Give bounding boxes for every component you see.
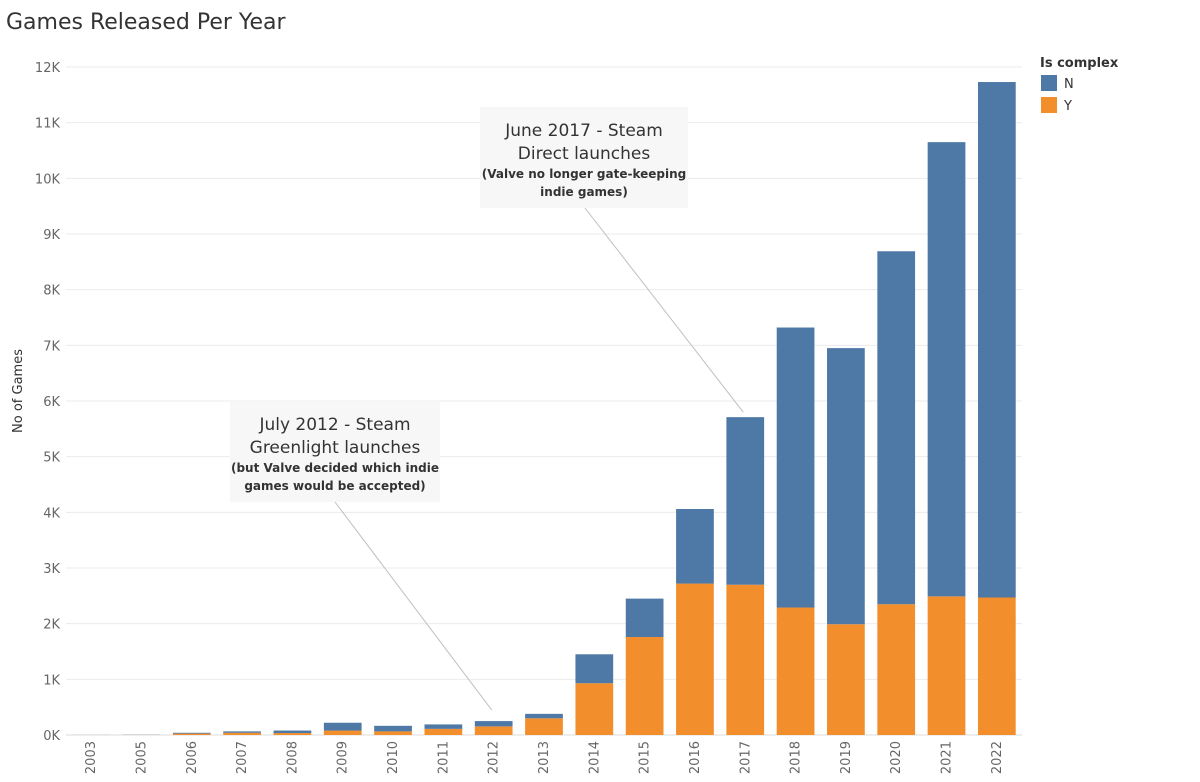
- legend-label-N: N: [1064, 77, 1074, 92]
- y-axis-label: No of Games: [11, 349, 26, 433]
- annotation-note: (Valve no longer gate-keeping: [482, 167, 686, 181]
- legend-label-Y: Y: [1063, 99, 1072, 114]
- bar-N-2009: [323, 722, 362, 731]
- bar-N-2016: [676, 508, 714, 584]
- bar-Y-2007: [223, 732, 261, 735]
- annotation-box: [230, 401, 440, 502]
- annotation-note: indie games): [540, 185, 628, 199]
- annotations: June 2017 - Steam Direct launches (Valve n…: [230, 107, 744, 711]
- annotation-title: July 2012 - Steam: [258, 415, 410, 435]
- bar-Y-2017: [726, 584, 765, 735]
- bar-Y-2014: [575, 683, 614, 735]
- bar-N-2014: [575, 654, 614, 684]
- annotation-leader-line: [584, 207, 744, 413]
- y-tick-label: 9K: [43, 228, 60, 243]
- bar-N-2021: [927, 142, 966, 597]
- bar-Y-2020: [877, 604, 916, 735]
- y-tick-label: 2K: [43, 618, 60, 633]
- bar-N-2022: [977, 82, 1016, 598]
- y-tick-label: 12K: [35, 61, 61, 76]
- y-tick-label: 0K: [43, 729, 60, 744]
- x-tick-label: 2011: [436, 741, 451, 774]
- y-tick-label: 4K: [43, 506, 60, 521]
- y-tick-label: 11K: [35, 117, 61, 132]
- x-tick-label: 2013: [537, 741, 552, 774]
- bar-Y-2015: [625, 637, 664, 735]
- bar-N-2008: [273, 730, 312, 734]
- x-tick-label: 2012: [487, 741, 502, 774]
- bar-N-2013: [525, 713, 563, 719]
- y-axis: 0K 1K 2K 3K 4K 5K 6K 7K 8K 9K 10K 11K 12K: [35, 61, 61, 744]
- bar-Y-2021: [927, 596, 966, 735]
- x-axis: 2003 2005 2006 2007 2008 2009 2010 2011 2012 2013…: [84, 741, 1005, 774]
- bar-Y-2018: [776, 607, 815, 735]
- x-tick-label: 2019: [839, 741, 854, 774]
- bar-Y-2009: [323, 730, 362, 735]
- bar-Y-2013: [525, 718, 563, 735]
- bars: [72, 82, 1016, 735]
- chart-title: Games Released Per Year: [6, 10, 286, 35]
- y-tick-label: 5K: [43, 451, 60, 466]
- x-tick-label: 2014: [587, 741, 602, 774]
- bar-N-2007: [223, 731, 261, 733]
- x-tick-label: 2018: [789, 741, 804, 774]
- bar-N-2010: [374, 725, 412, 732]
- annotation-title: Direct launches: [518, 144, 651, 164]
- legend: Is complex NY: [1040, 56, 1119, 114]
- x-tick-label: 2017: [738, 741, 753, 774]
- x-tick-label: 2009: [336, 741, 351, 774]
- bar-Y-2011: [424, 728, 463, 735]
- bar-Y-2016: [676, 583, 714, 735]
- x-tick-label: 2003: [84, 741, 99, 774]
- bar-N-2020: [877, 251, 916, 605]
- x-tick-label: 2020: [889, 741, 904, 774]
- annotation-title: Greenlight launches: [250, 438, 421, 458]
- x-tick-label: 2022: [990, 741, 1005, 774]
- bar-Y-2008: [273, 733, 312, 735]
- bar-N-2019: [827, 348, 865, 625]
- legend-swatch-Y: [1041, 97, 1057, 113]
- bar-Y-2010: [374, 731, 412, 735]
- x-tick-label: 2008: [285, 741, 300, 774]
- annotation-leader-line: [334, 501, 493, 711]
- bar-N-2012: [474, 721, 513, 727]
- y-tick-label: 6K: [43, 395, 60, 410]
- bar-Y-2006: [172, 733, 211, 735]
- y-tick-label: 8K: [43, 284, 60, 299]
- annotation-title: June 2017 - Steam: [504, 121, 663, 141]
- bar-Y-2019: [827, 624, 865, 735]
- x-tick-label: 2005: [134, 741, 149, 774]
- x-tick-label: 2006: [185, 741, 200, 774]
- x-tick-label: 2007: [235, 741, 250, 774]
- annotation-note: (but Valve decided which indie: [231, 461, 439, 475]
- legend-swatch-N: [1041, 75, 1057, 91]
- bar-N-2017: [726, 417, 765, 585]
- bar-N-2006: [172, 732, 211, 734]
- y-tick-label: 1K: [43, 673, 60, 688]
- bar-N-2015: [625, 598, 664, 638]
- x-tick-label: 2015: [638, 741, 653, 774]
- x-tick-label: 2010: [386, 741, 401, 774]
- y-tick-label: 3K: [43, 562, 60, 577]
- bar-Y-2012: [474, 726, 513, 735]
- y-tick-label: 10K: [35, 172, 61, 187]
- bar-N-2011: [424, 724, 463, 729]
- x-tick-label: 2021: [940, 741, 955, 774]
- x-tick-label: 2016: [688, 741, 703, 774]
- bar-Y-2022: [977, 597, 1016, 735]
- annotation-box: [480, 107, 688, 208]
- annotation-note: games would be accepted): [244, 479, 425, 493]
- y-tick-label: 7K: [43, 339, 60, 354]
- bar-N-2018: [776, 327, 815, 608]
- legend-title: Is complex: [1040, 56, 1119, 71]
